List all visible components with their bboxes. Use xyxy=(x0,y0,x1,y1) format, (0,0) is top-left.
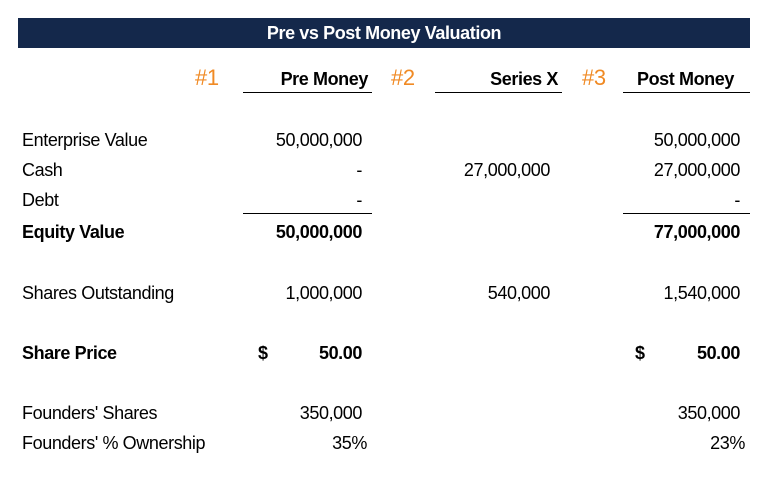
title: Pre vs Post Money Valuation xyxy=(266,23,502,43)
cell-value: 50,000,000 xyxy=(275,130,362,150)
cell-value: - xyxy=(734,190,740,210)
row-label: Cash xyxy=(22,160,63,180)
column-header: Post Money xyxy=(636,69,734,89)
currency-symbol: $ xyxy=(258,343,268,363)
cell-value: 50,000,000 xyxy=(275,222,362,242)
row-label: Share Price xyxy=(22,343,117,363)
cell-value: 1,000,000 xyxy=(285,283,363,303)
cell-value: 350,000 xyxy=(677,403,741,423)
column-marker: #3 xyxy=(582,65,606,90)
cell-value: 50.00 xyxy=(696,343,740,363)
cell-value: - xyxy=(356,160,362,180)
cell-value: - xyxy=(356,190,362,210)
cell-value: 350,000 xyxy=(299,403,363,423)
row-label: Shares Outstanding xyxy=(22,283,174,303)
cell-value: 27,000,000 xyxy=(463,160,550,180)
row-label: Enterprise Value xyxy=(22,130,148,150)
header-rule xyxy=(243,92,372,93)
cell-value: 50,000,000 xyxy=(653,130,740,150)
column-marker: #2 xyxy=(391,65,415,90)
currency-symbol: $ xyxy=(635,343,645,363)
cell-value: 35% xyxy=(332,433,367,453)
column-header: Pre Money xyxy=(280,69,369,89)
row-label: Founders' % Ownership xyxy=(22,433,206,453)
header-rule xyxy=(623,92,750,93)
row-label: Equity Value xyxy=(22,222,125,242)
title-bar xyxy=(18,18,750,48)
cell-value: 27,000,000 xyxy=(653,160,740,180)
sum-rule xyxy=(623,213,750,214)
sum-rule xyxy=(243,213,372,214)
header-rule xyxy=(435,92,562,93)
cell-value: 50.00 xyxy=(318,343,362,363)
cell-value: 1,540,000 xyxy=(663,283,741,303)
cell-value: 77,000,000 xyxy=(653,222,740,242)
row-label: Debt xyxy=(22,190,59,210)
cell-value: 23% xyxy=(710,433,745,453)
column-marker: #1 xyxy=(195,65,219,90)
column-header: Series X xyxy=(490,69,558,89)
cell-value: 540,000 xyxy=(487,283,551,303)
row-label: Founders' Shares xyxy=(22,403,158,423)
